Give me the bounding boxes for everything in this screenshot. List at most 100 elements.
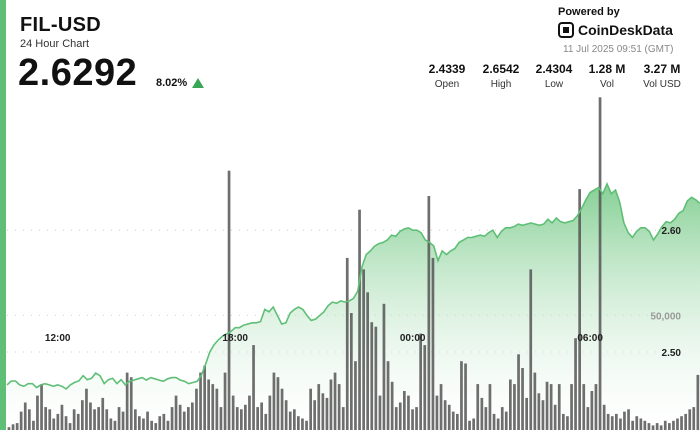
volume-bar: [109, 418, 113, 430]
volume-bar: [101, 397, 105, 430]
volume-bar: [443, 400, 447, 430]
volume-bar: [386, 361, 390, 430]
volume-bar: [305, 420, 308, 430]
volume-bar: [313, 400, 316, 430]
volume-bar: [293, 409, 296, 430]
x-tick-label: 00:00: [400, 333, 426, 344]
volume-bar: [89, 402, 92, 430]
accent-bar: [0, 0, 6, 430]
stat-vol-value: 1.28 M: [588, 62, 626, 76]
volume-bar: [639, 418, 643, 430]
volume-bar: [72, 409, 76, 430]
volume-bar: [362, 269, 365, 430]
stat-vol-usd-value: 3.27 M: [643, 62, 681, 76]
volume-bar: [606, 413, 610, 430]
volume-bar: [460, 361, 463, 430]
volume-bar: [187, 407, 190, 430]
volume-bar: [472, 418, 475, 430]
volume-bar: [28, 409, 31, 430]
pair-title: FIL-USD: [20, 14, 101, 36]
volume-bar: [191, 402, 194, 430]
volume-bar: [81, 400, 84, 430]
volume-bar: [284, 400, 288, 430]
volume-bar: [635, 416, 639, 430]
volume-bar: [317, 384, 321, 430]
volume-bars: [7, 97, 700, 430]
stat-vol-usd-label: Vol USD: [643, 79, 681, 90]
volume-bar: [211, 384, 215, 430]
volume-bar: [521, 368, 524, 430]
y-tick-label: 2.60: [662, 226, 682, 237]
volume-bar: [557, 384, 561, 430]
x-axis-ticks: 12:00 18:00 00:00 06:00: [45, 333, 603, 344]
volume-bar: [562, 413, 565, 430]
price-line: [6, 181, 700, 390]
volume-bar: [125, 372, 129, 430]
volume-bar: [358, 209, 361, 430]
volume-bar: [688, 409, 692, 430]
volume-bar: [32, 420, 35, 430]
volume-bar: [663, 420, 667, 430]
volume-bar: [15, 423, 19, 430]
volume-bar: [627, 409, 630, 430]
volume-bar: [113, 420, 117, 430]
timestamp: 11 Jul 2025 09:51 (GMT): [563, 44, 674, 55]
stat-low-value: 2.4304: [535, 62, 573, 76]
volume-bar: [170, 407, 174, 430]
volume-bar: [174, 395, 178, 430]
volume-bar: [56, 413, 60, 430]
volume-bar: [121, 411, 125, 430]
stat-open-value: 2.4339: [428, 62, 466, 76]
volume-bar: [333, 372, 337, 430]
volume-bar: [407, 395, 410, 430]
brand-logo[interactable]: CoinDeskData: [558, 22, 673, 38]
stat-vol: 1.28 M Vol: [577, 62, 637, 90]
volume-bar: [684, 413, 687, 430]
volume-bar: [52, 418, 56, 430]
arrow-up-icon: [192, 78, 204, 88]
x-tick-label: 12:00: [45, 333, 71, 344]
volume-bar: [288, 411, 292, 430]
volume-bar: [586, 407, 590, 430]
x-tick-label: 06:00: [577, 333, 603, 344]
volume-bar: [60, 404, 64, 430]
volume-bar: [321, 393, 325, 430]
brand-name: CoinDeskData: [578, 22, 673, 38]
volume-bar: [162, 413, 166, 430]
volume-bar: [105, 409, 109, 430]
volume-bar: [566, 416, 569, 430]
volume-bar: [651, 425, 655, 430]
volume-bar: [227, 170, 231, 430]
stat-vol-label: Vol: [600, 79, 614, 90]
volume-bar: [545, 381, 549, 430]
volume-bar: [11, 424, 15, 430]
volume-bar: [370, 322, 374, 430]
volume-bar: [492, 413, 496, 430]
volume-bar: [134, 409, 137, 430]
volume-bar: [435, 395, 439, 430]
volume-bar: [549, 384, 553, 430]
volume-bar: [610, 416, 614, 430]
powered-by-label: Powered by: [558, 6, 620, 18]
stat-high: 2.6542 High: [471, 62, 531, 90]
volume-bar: [541, 400, 545, 430]
volume-bar: [207, 379, 210, 430]
volume-bar: [415, 407, 418, 430]
volume-bar: [40, 384, 43, 430]
volume-bar: [36, 395, 39, 430]
stat-open: 2.4339 Open: [417, 62, 477, 90]
volume-bar: [223, 372, 227, 430]
volume-bar: [374, 326, 378, 430]
volume-bar: [345, 257, 349, 430]
volume-bar: [231, 395, 235, 430]
volume-bar: [672, 420, 675, 430]
price-area: [7, 183, 700, 430]
volume-bar: [411, 409, 414, 430]
volume-bar: [578, 189, 581, 430]
volume-bar: [366, 292, 369, 430]
volume-bar: [350, 313, 353, 430]
volume-bar: [655, 423, 659, 430]
volume-bar: [394, 407, 398, 430]
volume-bar: [297, 416, 300, 430]
volume-bar: [97, 407, 100, 430]
